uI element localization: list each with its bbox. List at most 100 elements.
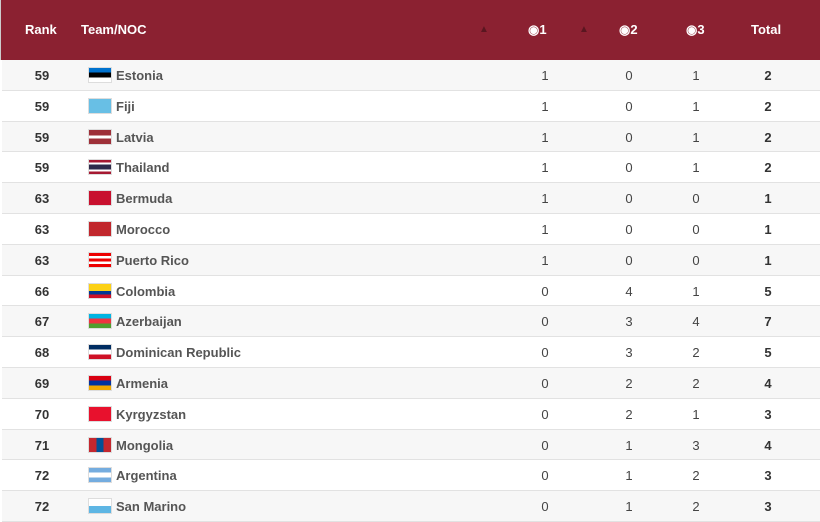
- total-count: 1: [764, 252, 772, 268]
- flag-icon: [88, 190, 112, 207]
- team-name[interactable]: Kyrgyzstan: [116, 406, 187, 422]
- bronze-count: 1: [692, 283, 700, 299]
- total-count: 3: [764, 468, 772, 484]
- total-count: 3: [764, 406, 772, 422]
- rank: 59: [34, 98, 50, 114]
- team-name[interactable]: Dominican Republic: [116, 345, 241, 361]
- bronze-count: 3: [692, 437, 700, 453]
- rank: 72: [34, 468, 50, 484]
- bronze-count: 0: [692, 221, 700, 237]
- total-count: 3: [764, 499, 772, 515]
- silver-count: 3: [625, 314, 633, 330]
- table-row[interactable]: 66 Colombia 0 4 1 5: [2, 276, 820, 307]
- table-row[interactable]: 59 Thailand 1 0 1 2: [2, 152, 820, 184]
- gold-count: 0: [541, 499, 549, 515]
- flag-icon: [88, 220, 112, 237]
- table-row[interactable]: 71 Mongolia 0 1 3 4: [2, 429, 820, 461]
- silver-count: 0: [625, 129, 633, 145]
- team-name[interactable]: Armenia: [116, 375, 169, 391]
- flag-icon: [88, 436, 112, 453]
- table-row[interactable]: 72 Argentina 0 1 2 3: [2, 460, 820, 492]
- gold-count: 0: [541, 375, 549, 391]
- table-row[interactable]: 69 Armenia 0 2 2 4: [2, 367, 820, 399]
- bronze-count: 1: [692, 68, 700, 83]
- medal-icon: ◉: [528, 22, 540, 37]
- rank: 72: [34, 499, 50, 515]
- flag-icon: [88, 128, 112, 145]
- table-row[interactable]: 63 Puerto Rico 1 0 0 1: [2, 244, 820, 276]
- team-name[interactable]: Puerto Rico: [116, 252, 189, 268]
- silver-header[interactable]: ◉2: [619, 22, 638, 37]
- silver-count: 0: [625, 191, 633, 207]
- flag-icon: [88, 405, 112, 422]
- bronze-count: 2: [692, 375, 700, 391]
- table-row[interactable]: 63 Morocco 1 0 0 1: [2, 214, 820, 245]
- rank: 63: [34, 221, 50, 237]
- rank: 71: [34, 437, 50, 453]
- gold-count: 1: [541, 98, 549, 114]
- gold-count: 0: [541, 314, 549, 330]
- silver-count: 0: [625, 98, 633, 114]
- rank: 70: [34, 406, 50, 422]
- gold-count: 1: [541, 129, 549, 145]
- silver-count: 0: [625, 68, 633, 83]
- medal-icon: ◉: [686, 22, 698, 37]
- gold-header[interactable]: ◉1: [528, 22, 547, 37]
- medal-icon: ◉: [619, 22, 631, 37]
- total-count: 5: [764, 345, 772, 361]
- team-name[interactable]: Argentina: [116, 468, 177, 484]
- rank: 59: [34, 160, 50, 176]
- silver-count: 2: [625, 406, 633, 422]
- team-header[interactable]: Team/NOC: [81, 22, 147, 37]
- total-header[interactable]: Total: [751, 22, 782, 37]
- gold-count: 1: [541, 191, 549, 207]
- team-name[interactable]: Thailand: [116, 160, 170, 176]
- bronze-count: 2: [692, 345, 700, 361]
- bronze-count: 2: [692, 468, 700, 484]
- bronze-count: 1: [692, 406, 700, 422]
- sort-icon[interactable]: ▲︎: [479, 24, 489, 35]
- flag-icon: [88, 282, 112, 299]
- table-row[interactable]: 67 Azerbaijan 0 3 4 7: [2, 306, 820, 338]
- team-name[interactable]: Latvia: [116, 129, 154, 145]
- team-name[interactable]: Bermuda: [116, 191, 173, 207]
- team-name[interactable]: Estonia: [116, 68, 163, 83]
- bronze-header[interactable]: ◉3: [686, 22, 705, 37]
- gold-count: 1: [541, 221, 549, 237]
- table-row[interactable]: 72 San Marino 0 1 2 3: [2, 491, 820, 522]
- rank: 68: [34, 345, 50, 361]
- team-name[interactable]: Mongolia: [116, 437, 174, 453]
- silver-count: 1: [625, 437, 633, 453]
- rank: 69: [34, 375, 50, 391]
- team-name[interactable]: Azerbaijan: [116, 314, 182, 330]
- total-count: 7: [764, 314, 772, 330]
- flag-icon: [88, 97, 112, 114]
- team-name[interactable]: Colombia: [116, 283, 176, 299]
- rank-header[interactable]: Rank: [25, 22, 57, 37]
- rank: 59: [34, 129, 50, 145]
- bronze-count: 4: [692, 314, 700, 330]
- silver-count: 3: [625, 345, 633, 361]
- total-count: 2: [764, 68, 772, 83]
- total-count: 2: [764, 98, 772, 114]
- table-row[interactable]: 59 Estonia 1 0 1 2: [2, 60, 820, 91]
- bronze-count: 1: [692, 129, 700, 145]
- silver-count: 0: [625, 252, 633, 268]
- table-row[interactable]: 63 Bermuda 1 0 0 1: [2, 183, 820, 214]
- table-row[interactable]: 59 Fiji 1 0 1 2: [2, 91, 820, 122]
- flag-icon: [88, 467, 112, 484]
- rank: 63: [34, 252, 50, 268]
- gold-count: 0: [541, 283, 549, 299]
- total-count: 4: [764, 437, 772, 453]
- table-header: Rank Team/NOC ▲︎ ◉1 ▲︎ ◉2 ◉3 Total: [0, 0, 820, 60]
- table-row[interactable]: 70 Kyrgyzstan 0 2 1 3: [2, 399, 820, 430]
- table-row[interactable]: 59 Latvia 1 0 1 2: [2, 121, 820, 153]
- table-row[interactable]: 68 Dominican Republic 0 3 2 5: [2, 337, 820, 368]
- rank: 59: [34, 68, 50, 83]
- team-name[interactable]: Morocco: [116, 221, 171, 237]
- rank: 67: [34, 314, 50, 330]
- team-name[interactable]: San Marino: [116, 499, 187, 515]
- sort-icon[interactable]: ▲︎: [579, 24, 589, 35]
- team-name[interactable]: Fiji: [116, 98, 135, 114]
- gold-count: 1: [541, 68, 549, 83]
